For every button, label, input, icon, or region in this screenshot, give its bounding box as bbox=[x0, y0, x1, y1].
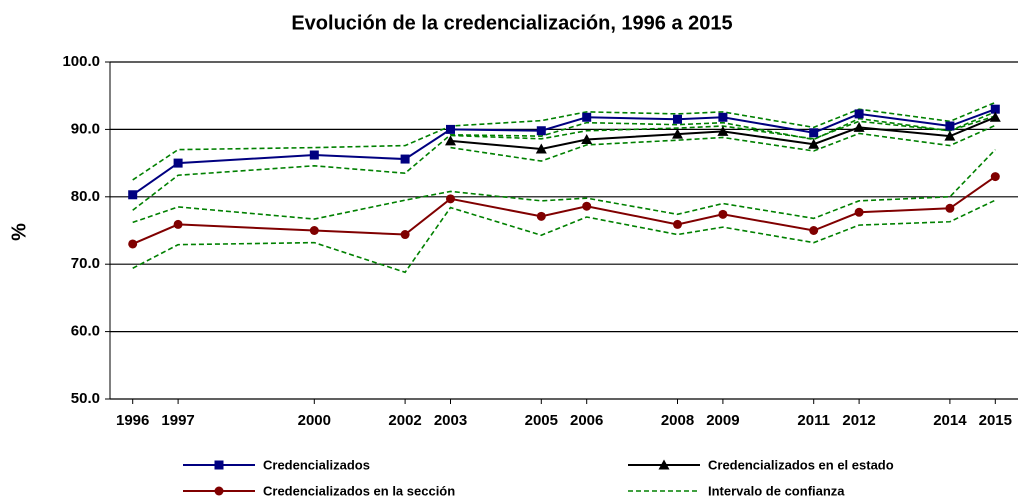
x-tick-label: 2009 bbox=[706, 412, 739, 429]
x-tick-label: 2014 bbox=[933, 412, 967, 429]
marker bbox=[990, 172, 1000, 182]
marker bbox=[446, 194, 455, 204]
marker bbox=[718, 112, 728, 122]
marker bbox=[535, 143, 547, 154]
x-tick-label: 2012 bbox=[842, 412, 875, 429]
marker bbox=[446, 124, 455, 134]
legend-label: Credencializados bbox=[263, 457, 370, 472]
legend-label: Credencializados en el estado bbox=[708, 457, 894, 472]
x-tick-label: 1997 bbox=[161, 412, 194, 429]
marker bbox=[536, 211, 546, 221]
y-tick-label: 60.0 bbox=[71, 323, 100, 340]
line bbox=[450, 124, 996, 162]
y-tick-label: 80.0 bbox=[71, 188, 100, 205]
marker bbox=[808, 138, 820, 149]
marker bbox=[128, 190, 138, 200]
marker bbox=[944, 130, 956, 141]
y-axis-label: % bbox=[8, 223, 30, 241]
marker bbox=[809, 226, 819, 235]
line bbox=[132, 199, 996, 274]
x-tick-label: 2011 bbox=[797, 412, 830, 429]
x-tick-label: 2015 bbox=[979, 412, 1012, 429]
marker bbox=[717, 125, 729, 136]
marker bbox=[990, 104, 1000, 114]
marker bbox=[673, 114, 682, 124]
marker bbox=[309, 226, 319, 235]
marker bbox=[400, 154, 410, 164]
x-tick-label: 2002 bbox=[388, 412, 421, 429]
line bbox=[132, 115, 996, 211]
marker bbox=[128, 239, 138, 249]
legend: Credencializados Credencializados en el e… bbox=[183, 457, 894, 498]
y-tick-label: 50.0 bbox=[71, 390, 100, 407]
marker bbox=[400, 230, 410, 240]
legend-marker bbox=[658, 459, 670, 470]
x-tick-label: 2008 bbox=[661, 412, 694, 429]
marker bbox=[809, 128, 819, 138]
x-tick-label: 1996 bbox=[116, 412, 149, 429]
line bbox=[132, 149, 996, 224]
marker bbox=[581, 134, 593, 145]
line bbox=[132, 175, 996, 245]
marker bbox=[854, 109, 864, 119]
marker bbox=[718, 209, 728, 219]
marker bbox=[945, 121, 955, 131]
marker bbox=[582, 112, 592, 122]
marker bbox=[854, 207, 864, 217]
marker bbox=[536, 126, 546, 136]
marker bbox=[853, 121, 865, 132]
x-tick-label: 2005 bbox=[525, 412, 558, 429]
legend-label: Credencializados en la sección bbox=[263, 483, 455, 498]
marker bbox=[173, 158, 183, 168]
marker bbox=[173, 219, 183, 229]
legend-label: Intervalo de confianza bbox=[708, 483, 845, 498]
y-tick-label: 90.0 bbox=[71, 120, 100, 137]
x-tick-label: 2003 bbox=[434, 412, 467, 429]
marker bbox=[673, 219, 682, 229]
marker bbox=[445, 135, 456, 146]
y-tick-label: 70.0 bbox=[71, 255, 100, 272]
marker bbox=[945, 203, 955, 213]
x-tick-label: 2006 bbox=[570, 412, 603, 429]
legend-marker bbox=[214, 460, 224, 470]
x-tick-label: 2000 bbox=[298, 412, 331, 429]
chart-title: Evolución de la credencialización, 1996 … bbox=[291, 12, 732, 34]
marker bbox=[989, 111, 1001, 122]
marker bbox=[309, 150, 319, 160]
y-tick-label: 100.0 bbox=[62, 53, 100, 70]
marker bbox=[582, 201, 592, 211]
line bbox=[132, 101, 996, 181]
marker bbox=[672, 128, 683, 139]
legend-marker bbox=[214, 486, 224, 496]
